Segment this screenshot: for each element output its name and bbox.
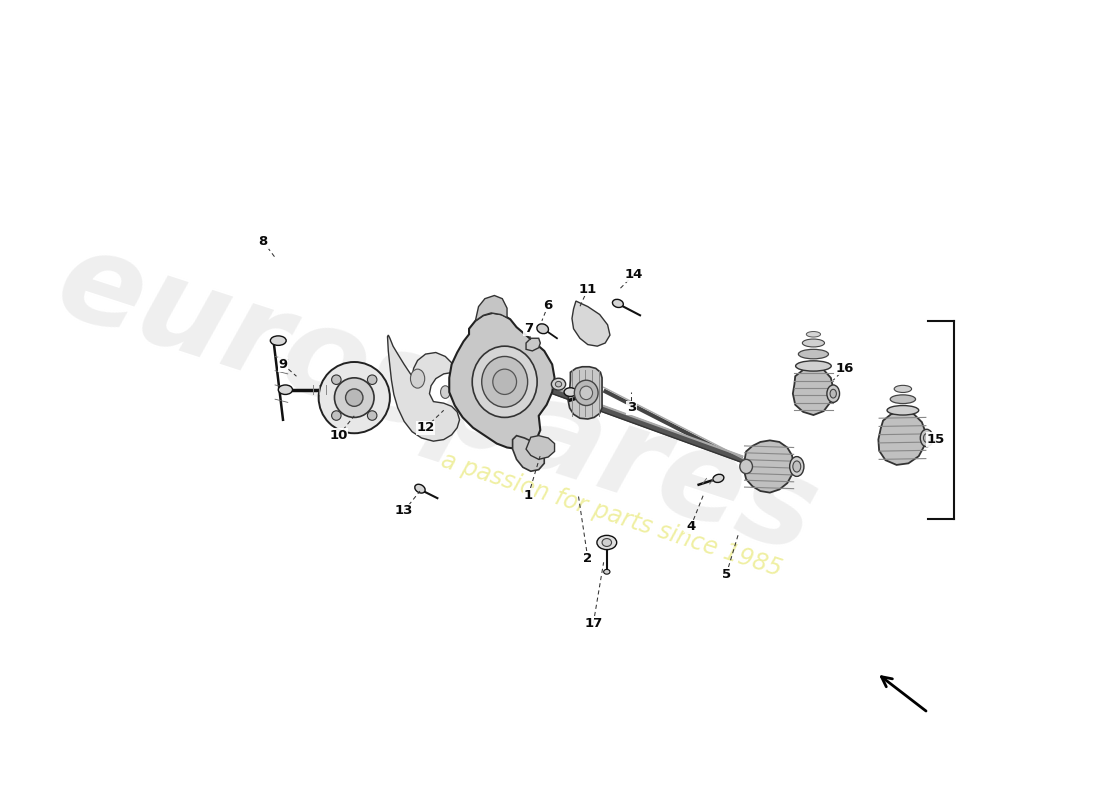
Ellipse shape	[806, 331, 821, 337]
Polygon shape	[744, 440, 793, 493]
Ellipse shape	[334, 378, 374, 418]
Ellipse shape	[367, 410, 377, 420]
Ellipse shape	[827, 385, 839, 402]
Ellipse shape	[319, 362, 389, 434]
Ellipse shape	[537, 324, 549, 334]
Text: 6: 6	[543, 298, 553, 311]
Text: eurospares: eurospares	[43, 220, 832, 580]
Text: 13: 13	[395, 504, 414, 518]
Ellipse shape	[894, 386, 912, 393]
Polygon shape	[513, 436, 544, 471]
Ellipse shape	[564, 388, 576, 397]
Ellipse shape	[830, 390, 836, 398]
Text: 15: 15	[927, 433, 945, 446]
Polygon shape	[572, 301, 610, 346]
Text: 9: 9	[278, 358, 287, 371]
Ellipse shape	[604, 570, 611, 574]
Text: 8: 8	[258, 235, 267, 248]
Ellipse shape	[331, 410, 341, 420]
Ellipse shape	[574, 380, 598, 406]
Text: 14: 14	[625, 269, 642, 282]
Ellipse shape	[802, 339, 825, 347]
Ellipse shape	[493, 369, 517, 394]
Text: 10: 10	[329, 429, 348, 442]
Ellipse shape	[551, 378, 565, 390]
Ellipse shape	[799, 350, 828, 359]
Ellipse shape	[924, 434, 930, 442]
Text: a passion for parts since 1985: a passion for parts since 1985	[438, 448, 785, 582]
Polygon shape	[387, 335, 469, 441]
Ellipse shape	[367, 375, 377, 385]
Text: 17: 17	[584, 617, 603, 630]
Ellipse shape	[921, 430, 933, 446]
Text: 4: 4	[686, 520, 695, 533]
Ellipse shape	[271, 336, 286, 346]
Ellipse shape	[331, 375, 341, 385]
Polygon shape	[793, 366, 833, 415]
Ellipse shape	[740, 459, 752, 474]
Ellipse shape	[887, 406, 918, 415]
Ellipse shape	[713, 474, 724, 482]
Text: 2: 2	[583, 552, 593, 565]
Ellipse shape	[602, 538, 612, 546]
Text: 5: 5	[722, 568, 730, 581]
Ellipse shape	[482, 357, 528, 407]
Ellipse shape	[440, 386, 450, 398]
Ellipse shape	[793, 461, 801, 472]
Polygon shape	[449, 313, 554, 449]
Ellipse shape	[472, 346, 537, 418]
Ellipse shape	[795, 361, 832, 371]
Text: 7: 7	[524, 322, 534, 335]
Ellipse shape	[278, 385, 293, 394]
Ellipse shape	[415, 484, 426, 493]
Ellipse shape	[613, 299, 624, 307]
Polygon shape	[878, 411, 926, 465]
Ellipse shape	[410, 369, 425, 388]
Polygon shape	[526, 436, 554, 459]
Text: 12: 12	[417, 422, 434, 434]
Text: 16: 16	[836, 362, 855, 375]
Ellipse shape	[890, 395, 915, 403]
Polygon shape	[475, 295, 507, 321]
Polygon shape	[568, 366, 602, 419]
Polygon shape	[526, 338, 540, 351]
Ellipse shape	[580, 386, 593, 400]
Ellipse shape	[556, 382, 562, 387]
Text: 11: 11	[579, 282, 597, 296]
Ellipse shape	[597, 535, 617, 550]
Ellipse shape	[345, 389, 363, 406]
Text: 3: 3	[627, 402, 636, 414]
Text: 1: 1	[524, 489, 534, 502]
Ellipse shape	[790, 457, 804, 476]
